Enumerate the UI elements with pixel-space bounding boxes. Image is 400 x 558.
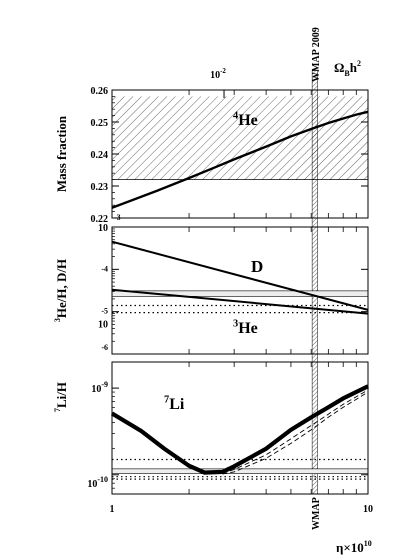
li7-variant-curve: [222, 389, 369, 474]
he4-y-tick-label-min: 0.22: [91, 214, 109, 225]
he4-observed-band: [112, 96, 368, 180]
wmap-2009-label: WMAP 2009: [311, 27, 322, 82]
x-tick-label: 10: [363, 504, 373, 515]
li7-y-axis-label: 7Li/H: [53, 382, 69, 412]
top-axis-label: ΩBh2: [334, 59, 361, 78]
deuterium-label: D: [251, 257, 263, 276]
text-layer: WMAP 2009 WMAP 0.23 0.24 0.25 0.26 0.22 -3 Mass …: [53, 27, 373, 555]
he3-label: 3He: [233, 319, 258, 337]
curve-layer: [110, 110, 369, 475]
dh-y-tick-label: -5: [101, 307, 108, 316]
dh-panel-frame: [111, 226, 369, 355]
corner-exponent-label: -3: [114, 213, 121, 222]
x-axis-label: η×1010: [336, 539, 372, 555]
band-layer: [111, 69, 369, 495]
li7-variant-curve: [222, 391, 369, 475]
he4-y-axis-label: Mass fraction: [54, 115, 69, 192]
frame-layer: [111, 89, 369, 495]
he4-curve: [111, 110, 369, 209]
dh-y-tick-label: -4: [101, 264, 108, 273]
dh-y-tick-label: 10: [98, 223, 108, 234]
li7-curve: [110, 384, 369, 475]
dh-y-tick-label: 10: [98, 320, 108, 331]
he3-curve: [111, 288, 369, 315]
he4-species-label: 4He: [233, 111, 258, 129]
deuterium-curve: [111, 240, 369, 311]
top-axis-tick-label: 10-2: [210, 67, 226, 81]
dh-y-tick-label: -6: [101, 343, 108, 352]
wmap-label: WMAP: [311, 497, 322, 530]
he4-y-tick-label: 0.24: [91, 150, 109, 161]
li7-panel-frame: [111, 361, 369, 495]
li7-y-tick-label: 10-10: [87, 475, 108, 490]
li7-species-label: 7Li: [164, 395, 185, 413]
dh-y-axis-label: 3He/H, D/H: [53, 259, 69, 322]
x-tick-label: 1: [110, 504, 115, 515]
li7-y-tick-label: 10-9: [91, 380, 108, 395]
he4-y-tick-label: 0.26: [91, 86, 109, 97]
he4-y-tick-label: 0.25: [91, 118, 109, 129]
he4-y-tick-label: 0.23: [91, 182, 109, 193]
